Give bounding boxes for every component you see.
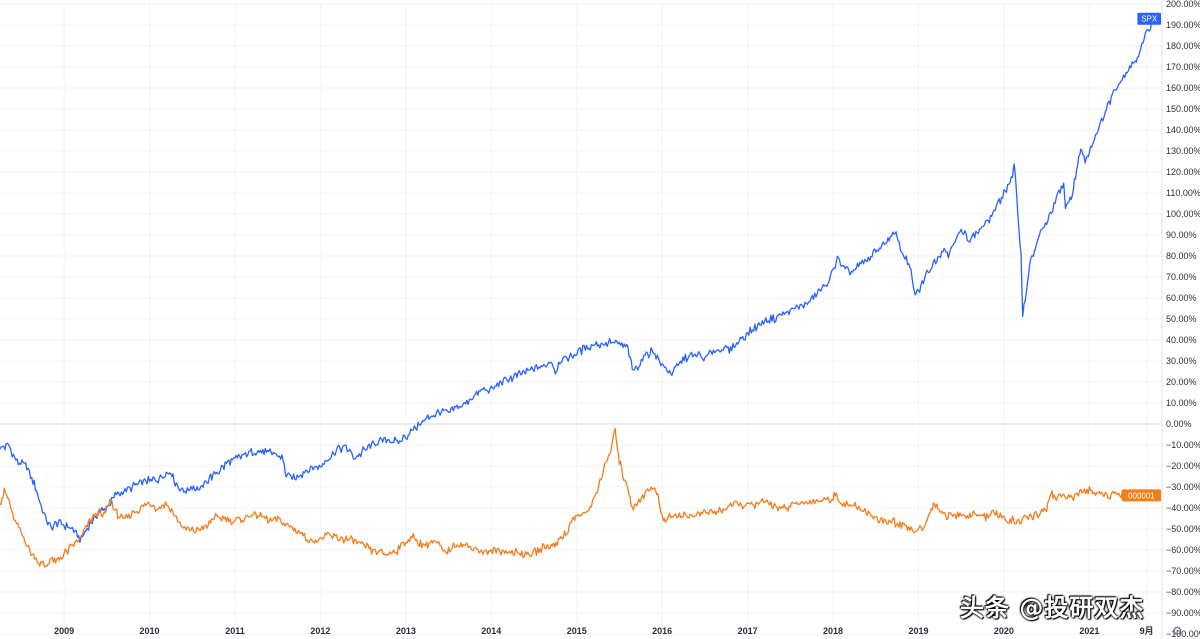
x-tick-label: 2011 xyxy=(225,626,245,636)
series-tag-label: SPX xyxy=(1141,15,1158,24)
series-tags: SPX 000001 xyxy=(1121,12,1161,502)
y-tick-label: 0.00% xyxy=(1166,419,1192,429)
y-tick-label: −30.00% xyxy=(1166,482,1200,492)
series-line-000001 xyxy=(0,427,1158,568)
y-axis: 200.00% 190.00% 180.00% 170.00% 160.00% 150.0… xyxy=(1161,0,1200,639)
x-tick-label: 2010 xyxy=(140,626,160,636)
x-tick-label: 2021 xyxy=(1079,626,1099,636)
series-tag-SPX: SPX xyxy=(1137,12,1161,25)
x-tick-label: 2018 xyxy=(823,626,843,636)
y-tick-label: 30.00% xyxy=(1166,356,1197,366)
y-tick-label: 190.00% xyxy=(1166,20,1200,30)
series-layer xyxy=(0,17,1158,568)
y-tick-label: 80.00% xyxy=(1166,251,1197,261)
y-tick-label: 140.00% xyxy=(1166,125,1200,135)
y-tick-label: 10.00% xyxy=(1166,398,1197,408)
series-line-SPX xyxy=(0,17,1158,544)
series-tag-bg xyxy=(1137,12,1161,25)
x-tick-label: 2019 xyxy=(908,626,928,636)
y-tick-label: −60.00% xyxy=(1166,545,1200,555)
x-tick-label: 9月 xyxy=(1140,626,1154,636)
series-tag-label: 000001 xyxy=(1128,491,1155,500)
y-tick-label: 40.00% xyxy=(1166,335,1197,345)
y-tick-label: 100.00% xyxy=(1166,209,1200,219)
y-tick-label: 180.00% xyxy=(1166,41,1200,51)
y-tick-label: 20.00% xyxy=(1166,377,1197,387)
y-tick-label: −80.00% xyxy=(1166,587,1200,597)
y-tick-label: 50.00% xyxy=(1166,314,1197,324)
x-axis: 2009 2010 2011 2012 2013 2014 2015 2016 2017 2018… xyxy=(54,626,1154,636)
x-tick-label: 2009 xyxy=(54,626,74,636)
x-tick-label: 2014 xyxy=(481,626,501,636)
y-tick-label: −70.00% xyxy=(1166,566,1200,576)
watermark: 头条 @投研双杰 xyxy=(960,594,1145,622)
y-tick-label: 170.00% xyxy=(1166,62,1200,72)
y-tick-label: 150.00% xyxy=(1166,104,1200,114)
x-tick-label: 2013 xyxy=(396,626,416,636)
y-tick-label: −90.00% xyxy=(1166,608,1200,618)
y-tick-label: 90.00% xyxy=(1166,230,1197,240)
x-tick-label: 2017 xyxy=(738,626,758,636)
y-tick-label: 130.00% xyxy=(1166,146,1200,156)
gear-icon[interactable]: ⚙ xyxy=(1172,624,1183,638)
x-tick-label: 2016 xyxy=(652,626,672,636)
x-tick-label: 2012 xyxy=(310,626,330,636)
x-tick-label: 2020 xyxy=(994,626,1014,636)
x-tick-label: 2015 xyxy=(567,626,587,636)
y-tick-label: −50.00% xyxy=(1166,524,1200,534)
y-tick-label: −40.00% xyxy=(1166,503,1200,513)
y-tick-label: 120.00% xyxy=(1166,167,1200,177)
y-tick-label: 200.00% xyxy=(1166,0,1200,9)
grid xyxy=(0,3,1162,635)
y-tick-label: −100.00% xyxy=(1166,629,1200,639)
y-tick-label: −20.00% xyxy=(1166,461,1200,471)
y-tick-label: 110.00% xyxy=(1166,188,1200,198)
series-tag-000001: 000001 xyxy=(1121,489,1161,502)
series-tag-bg xyxy=(1121,489,1161,502)
y-tick-label: 70.00% xyxy=(1166,272,1197,282)
y-tick-label: −10.00% xyxy=(1166,440,1200,450)
y-tick-label: 60.00% xyxy=(1166,293,1197,303)
y-tick-label: 160.00% xyxy=(1166,83,1200,93)
